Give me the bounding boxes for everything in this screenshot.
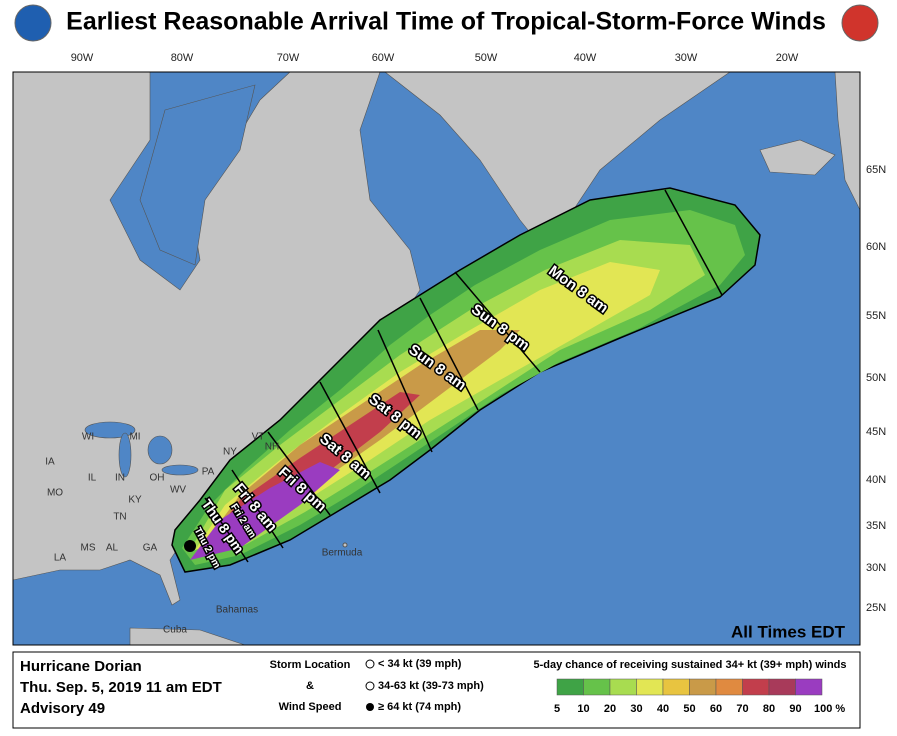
latitude-label: 60N [866, 241, 886, 253]
time-line [454, 271, 541, 373]
nws-logo [841, 4, 879, 42]
time-line [231, 469, 284, 549]
key-title: & [306, 680, 314, 692]
map-frame [12, 71, 861, 646]
longitude-label: 70W [277, 52, 300, 64]
latitude-label: 55N [866, 310, 886, 322]
place-label: TN [113, 512, 126, 523]
legend-swatch [609, 678, 637, 696]
legend-swatch [689, 678, 717, 696]
latitude-label: 35N [866, 520, 886, 532]
place-label: IL [88, 473, 97, 484]
place-label: KY [128, 495, 142, 506]
legend-label: 60 [710, 703, 722, 715]
key-symbol [365, 659, 375, 669]
storm-location [184, 540, 196, 552]
time-line [319, 381, 381, 494]
place-label: VT [252, 432, 265, 443]
time-note: All Times EDT [731, 622, 846, 641]
lake [84, 421, 136, 439]
bermuda [342, 542, 348, 548]
swath-90 [190, 462, 340, 560]
time-lines [204, 189, 723, 563]
legend-label: 5 [554, 703, 560, 715]
key-item: 34-63 kt (39-73 mph) [378, 680, 484, 692]
latitude-label: 50N [866, 372, 886, 384]
legend-swatch [768, 678, 796, 696]
longitude-label: 90W [71, 52, 94, 64]
lake [118, 432, 132, 478]
legend-label: 30 [630, 703, 642, 715]
place-label: LA [54, 553, 67, 564]
key-title: Wind Speed [279, 701, 342, 713]
lake [161, 464, 199, 476]
iceland [759, 139, 836, 176]
advisory-number: Advisory 49 [20, 700, 105, 717]
longitude-label: 20W [776, 52, 799, 64]
place-label: NH [265, 442, 279, 453]
legend-title: 5-day chance of receiving sustained 34+ … [534, 659, 847, 671]
key-item: ≥ 64 kt (74 mph) [378, 701, 461, 713]
legend-swatch [556, 678, 584, 696]
advisory-time: Thu. Sep. 5, 2019 11 am EDT [20, 679, 222, 696]
storm-name: Hurricane Dorian [20, 658, 142, 675]
place-label: PA [202, 467, 215, 478]
time-line [419, 297, 479, 411]
place-label: Bermuda [322, 548, 363, 559]
key-symbol [366, 703, 374, 711]
lake [147, 435, 173, 465]
legend-swatch [742, 678, 770, 696]
place-label: MS [81, 543, 96, 554]
latitude-label: 25N [866, 602, 886, 614]
hudson-bay [139, 84, 256, 266]
place-label: Bahamas [216, 605, 258, 616]
place-label: NY [223, 447, 237, 458]
latitude-label: 40N [866, 474, 886, 486]
place-label: OH [150, 473, 165, 484]
place-label: WV [170, 485, 186, 496]
longitude-label: 80W [171, 52, 194, 64]
latitude-label: 65N [866, 164, 886, 176]
time-line [204, 497, 249, 563]
key-item: < 34 kt (39 mph) [378, 658, 462, 670]
place-label: IN [115, 473, 125, 484]
time-line [664, 189, 723, 296]
legend-label: 50 [683, 703, 695, 715]
longitude-label: 60W [372, 52, 395, 64]
legend-swatch [795, 678, 823, 696]
place-label: MI [129, 432, 140, 443]
legend-label: 100 % [814, 703, 845, 715]
legend-swatch [636, 678, 664, 696]
key-symbol [365, 681, 375, 691]
longitude-label: 50W [475, 52, 498, 64]
longitude-label: 30W [675, 52, 698, 64]
place-label: GA [143, 543, 158, 554]
legend-label: 80 [763, 703, 775, 715]
time-line [267, 431, 331, 516]
legend-swatch [662, 678, 690, 696]
time-line [377, 329, 433, 453]
legend-label: 40 [657, 703, 669, 715]
place-label: WI [82, 432, 94, 443]
europe [834, 72, 860, 211]
longitude-label: 40W [574, 52, 597, 64]
legend-swatch [715, 678, 743, 696]
legend-swatch [583, 678, 611, 696]
key-title: Storm Location [270, 659, 351, 671]
place-label: Cuba [163, 625, 187, 636]
place-label: MO [47, 488, 63, 499]
place-label: IA [45, 457, 55, 468]
legend-label: 20 [604, 703, 616, 715]
latitude-label: 45N [866, 426, 886, 438]
legend-label: 70 [736, 703, 748, 715]
title: Earliest Reasonable Arrival Time of Trop… [66, 8, 826, 36]
noaa-logo [14, 4, 52, 42]
legend-label: 10 [577, 703, 589, 715]
legend-label: 90 [789, 703, 801, 715]
latitude-label: 30N [866, 562, 886, 574]
place-label: AL [106, 543, 119, 554]
cuba [129, 627, 246, 645]
